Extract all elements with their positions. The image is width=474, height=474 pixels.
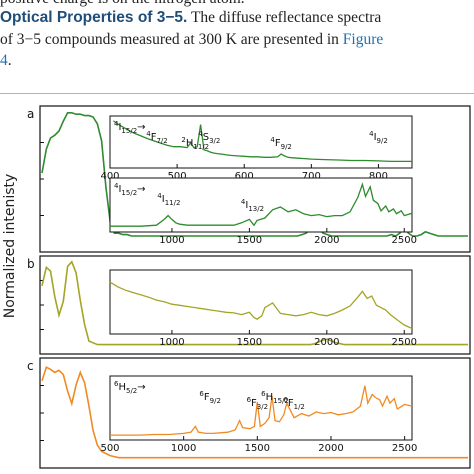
series-b-inset-0 bbox=[109, 281, 413, 330]
transition-label: 6F9/2 bbox=[199, 390, 221, 405]
series-a-inset-0 bbox=[113, 120, 412, 163]
x-tick-label: 700 bbox=[302, 171, 321, 182]
panel-label: c bbox=[27, 359, 34, 373]
figure-divider bbox=[0, 93, 474, 94]
transition-label: 6F1/2 bbox=[283, 396, 305, 411]
panel-label: a bbox=[27, 107, 34, 121]
transition-label: 4I9/2 bbox=[369, 130, 388, 145]
series-b-main bbox=[41, 260, 468, 346]
x-tick-label: 2500 bbox=[392, 337, 417, 348]
text-line-2-body: of 3−5 compounds measured at 300 K are p… bbox=[0, 31, 343, 48]
series-a-inset-1 bbox=[110, 182, 413, 227]
x-tick-label: 1500 bbox=[237, 337, 262, 348]
transition-label: 2H11/2 bbox=[181, 136, 209, 151]
x-tick-label: 600 bbox=[235, 171, 254, 182]
x-tick-label: 1000 bbox=[159, 235, 184, 246]
series-c-main bbox=[41, 366, 468, 459]
inset-frame bbox=[109, 375, 413, 441]
figure-4-chart: Normalized intenisty a 400 500 600 700 800 4I1… bbox=[2, 105, 471, 469]
transition-label: 4F9/2 bbox=[270, 136, 292, 151]
section-heading: Optical Properties of 3−5. bbox=[0, 9, 188, 26]
x-tick-label: 1000 bbox=[159, 337, 184, 348]
inset-a-1: 1000 1500 2000 2500 4I15/2→ 4I11/2 4I13/2 bbox=[109, 177, 417, 246]
x-tick-label: 400 bbox=[100, 171, 119, 182]
x-tick-label: 2000 bbox=[318, 443, 343, 454]
inset-b-0: 1000 1500 2000 2500 bbox=[109, 269, 417, 348]
inset-c-0: 500 1000 1500 2000 2500 6H5/2→ 6F9/2 6F3/26H15/… bbox=[100, 375, 417, 454]
x-tick-label: 500 bbox=[168, 171, 187, 182]
transition-label: 6F3/2 bbox=[247, 396, 269, 411]
text-line-1: Optical Properties of 3−5. The diffuse r… bbox=[0, 9, 381, 27]
x-tick-label: 500 bbox=[100, 443, 119, 454]
text-line-2: of 3−5 compounds measured at 300 K are p… bbox=[0, 31, 383, 49]
transition-prefix: 6H5/2→ bbox=[114, 380, 146, 395]
figure-link[interactable]: Figure bbox=[342, 31, 384, 48]
panel-c: c 500 1000 1500 2000 2500 6H5/2→ 6F9/2 6F3/26H15… bbox=[27, 357, 471, 469]
transition-label: 4S3/2 bbox=[198, 130, 220, 145]
panel-label: b bbox=[27, 257, 35, 271]
text-line-1-rest: The diffuse reflectance spectra bbox=[187, 9, 382, 26]
x-tick-label: 2000 bbox=[314, 337, 339, 348]
text-line-3-rest: . bbox=[7, 52, 12, 69]
transition-label: 4I11/2 bbox=[157, 192, 180, 207]
x-tick-label: 800 bbox=[369, 171, 388, 182]
x-tick-label: 2500 bbox=[392, 443, 417, 454]
x-tick-label: 2500 bbox=[392, 235, 417, 246]
y-axis-label: Normalized intenisty bbox=[2, 174, 18, 319]
transition-label: 6H15/2 bbox=[261, 390, 289, 405]
panel-b: b 1000 1500 2000 2500 bbox=[27, 255, 471, 355]
x-tick-label: 2000 bbox=[314, 235, 339, 246]
transition-label: 4F7/2 bbox=[146, 130, 168, 145]
transition-label: 4I13/2 bbox=[241, 198, 264, 213]
x-tick-label: 1500 bbox=[237, 235, 262, 246]
figure-number-link[interactable]: 4 bbox=[0, 52, 8, 69]
transition-prefix: 4I15/2→ bbox=[114, 182, 146, 197]
inset-frame bbox=[109, 115, 413, 169]
x-tick-label: 1500 bbox=[245, 443, 270, 454]
text-line-3: 4. bbox=[0, 52, 12, 70]
series-c-inset-0 bbox=[110, 385, 413, 436]
x-tick-label: 1000 bbox=[171, 443, 196, 454]
text-line-0: positive charge is on the nitrogen atom. bbox=[0, 0, 245, 8]
inset-frame bbox=[109, 269, 413, 335]
transition-prefix: 4I15/2→ bbox=[114, 120, 146, 135]
